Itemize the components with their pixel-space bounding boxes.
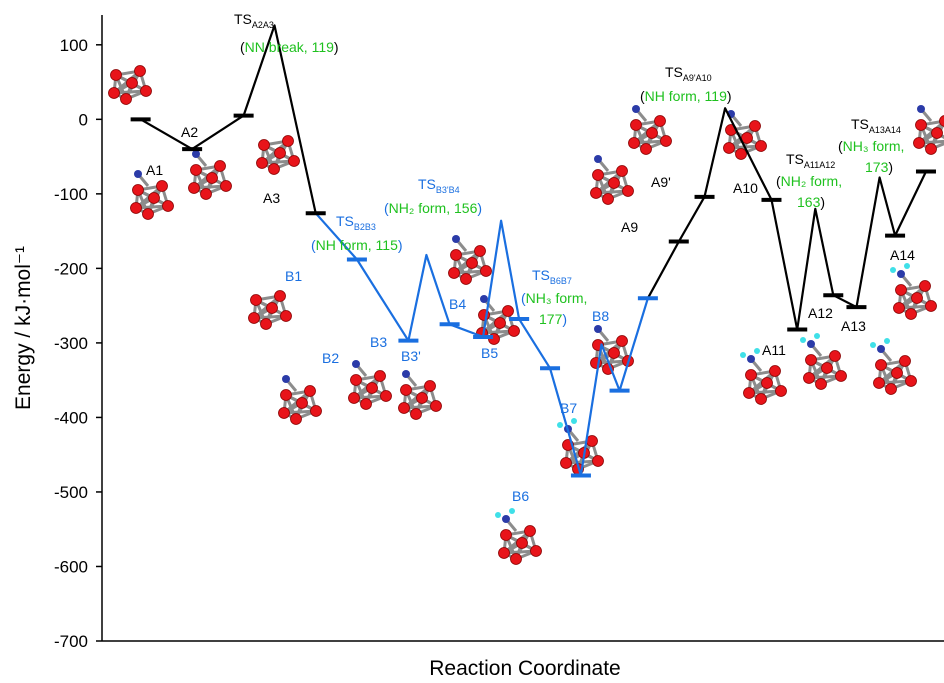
reaction-paths: [140, 24, 927, 477]
y-tick-label: -500: [54, 483, 88, 502]
level-labels: A1 A2 A3 B1 B2 B3 B3' B4 B5 B6 B7 B8 A9 …: [146, 124, 915, 504]
label-A3: A3: [263, 190, 280, 206]
y-tick-label: -300: [54, 334, 88, 353]
ts-note-A2A3: (NN break, 119): [240, 39, 339, 55]
label-B8: B8: [592, 308, 609, 324]
ts-label-A2A3: TSA2A3: [234, 11, 274, 30]
cluster-structure-icon: [495, 508, 542, 565]
cluster-structure-icon: [448, 235, 492, 285]
ts-note-A9A10: (NH form, 119): [640, 88, 732, 104]
cluster-structure-icon: [740, 348, 787, 405]
ts-note-A13A14-line2: 173): [865, 159, 893, 175]
ts-label-B2B3: TSB2B3: [336, 213, 376, 232]
cluster-structure-icon: [913, 105, 944, 155]
cluster-structure-icon: [723, 110, 767, 160]
y-tick-label: -200: [54, 259, 88, 278]
label-B3-prime: B3': [401, 348, 421, 364]
label-A1: A1: [146, 162, 163, 178]
y-tick-label: -400: [54, 408, 88, 427]
label-B3: B3: [370, 334, 387, 350]
cluster-structure-icon: [870, 338, 917, 395]
cluster-structure-icon: [348, 360, 392, 410]
cluster-structure-icon: [890, 263, 937, 320]
cluster-structure-icon: [628, 105, 672, 155]
cluster-structures: [108, 65, 944, 565]
ts-label-B3B4: TSB3'B4: [418, 176, 460, 195]
cluster-structure-icon: [130, 170, 174, 220]
y-tick-label: -700: [54, 632, 88, 651]
ts-note-B2B3: (NH form, 115): [311, 237, 403, 253]
ts-note-A11A12-line1: (NH₂ form,: [776, 173, 842, 189]
ts-label-A11A12: TSA11A12: [786, 151, 835, 170]
cluster-structure-icon: [398, 370, 442, 420]
ts-note-B3B4: (NH₂ form, 156): [384, 200, 482, 216]
y-axis-title: Energy / kJ·mol⁻¹: [12, 246, 35, 410]
label-A12: A12: [808, 305, 833, 321]
y-tick-label: -600: [54, 557, 88, 576]
ts-labels: TSA2A3 (NN break, 119) TSB2B3 (NH form, …: [234, 11, 904, 327]
series-path-black-2: [646, 107, 927, 331]
label-B6: B6: [512, 488, 529, 504]
label-A9: A9: [621, 219, 638, 235]
ts-label-A13A14: TSA13A14: [851, 116, 901, 135]
energy-levels: [130, 113, 936, 478]
y-tick-label: 0: [79, 110, 88, 129]
ts-label-B6B7: TSB6B7: [532, 267, 572, 286]
cluster-structure-icon: [108, 65, 152, 105]
label-B4: B4: [449, 296, 466, 312]
label-B1: B1: [285, 268, 302, 284]
ts-note-A11A12-line2: 163): [797, 194, 825, 210]
y-tick-label: 100: [60, 36, 88, 55]
ts-note-B6B7-line2: 177): [539, 311, 567, 327]
label-B2: B2: [322, 350, 339, 366]
cluster-structure-icon: [278, 375, 322, 425]
label-A11: A11: [762, 342, 786, 358]
cluster-structure-icon: [248, 290, 292, 330]
x-axis-title: Reaction Coordinate: [429, 657, 620, 680]
y-tick-label: -100: [54, 185, 88, 204]
label-A2: A2: [181, 124, 198, 140]
cluster-structure-icon: [188, 150, 232, 200]
ts-note-A13A14-line1: (NH₃ form,: [838, 138, 904, 154]
label-A9-prime: A9': [651, 174, 671, 190]
label-B5: B5: [481, 345, 498, 361]
cluster-structure-icon: [800, 333, 847, 390]
label-A13: A13: [841, 318, 866, 334]
label-A10: A10: [733, 180, 758, 196]
cluster-structure-icon: [557, 418, 604, 475]
ts-note-B6B7-line1: (NH₃ form,: [521, 290, 587, 306]
ts-label-A9A10: TSA9'A10: [665, 64, 712, 83]
cluster-structure-icon: [256, 135, 300, 175]
label-A14: A14: [890, 247, 915, 263]
label-B7: B7: [560, 400, 577, 416]
cluster-structure-icon: [590, 155, 634, 205]
y-axis-ticks: 100 0 -100 -200 -300 -400 -500 -600 -700: [54, 36, 102, 651]
